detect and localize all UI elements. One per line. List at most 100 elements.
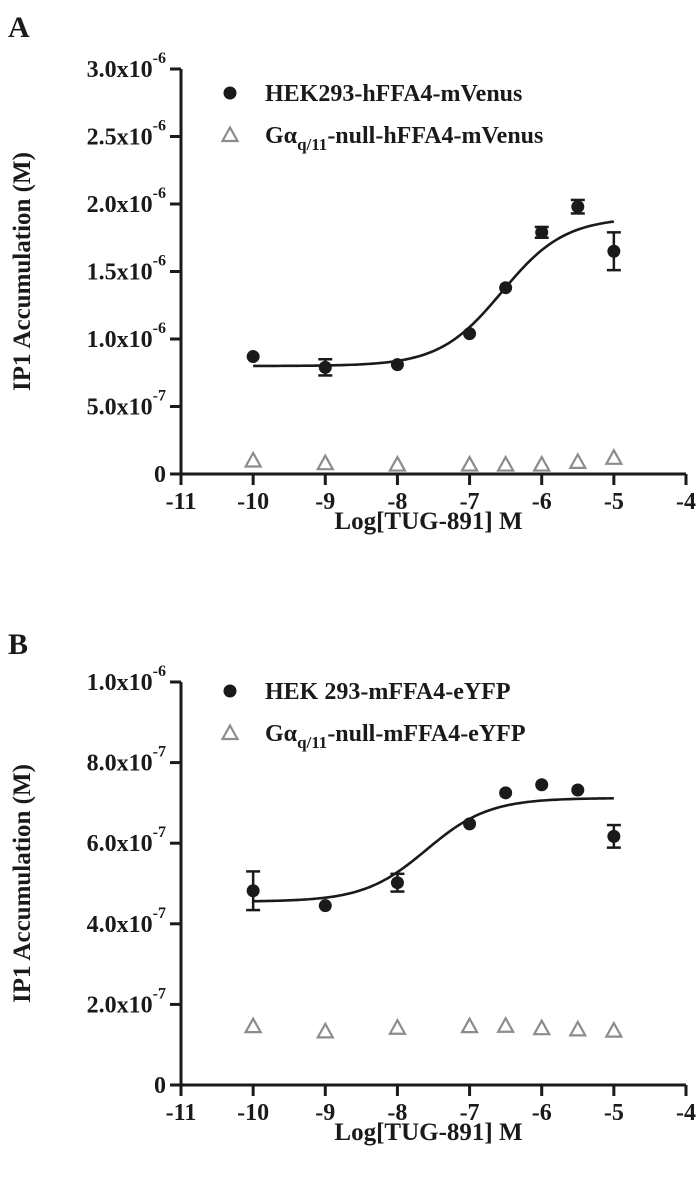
data-point — [246, 884, 260, 898]
y-tick-exponent: -6 — [153, 118, 166, 135]
x-tick-label: -10 — [237, 489, 269, 515]
y-tick-mantissa: 3.0x10 — [87, 57, 153, 83]
data-point — [604, 1020, 624, 1038]
panel-label: A — [8, 11, 30, 44]
chart-panel-b: B-11 -10 -9 -8 -7 -6 -5 -402.0x10-74.0x10-76.0x… — [8, 628, 696, 1146]
y-tick-label: 1.5x10-6 — [87, 253, 166, 286]
data-point — [496, 1015, 516, 1033]
series-1 — [243, 1015, 624, 1039]
legend-text-sub: q/11 — [297, 135, 327, 154]
y-tick-mantissa: 0 — [154, 462, 166, 488]
y-tick-exponent: -7 — [153, 824, 166, 841]
data-point — [499, 786, 513, 800]
data-point — [318, 360, 332, 374]
data-point — [532, 454, 552, 472]
data-point — [463, 817, 477, 831]
y-tick-label: 2.0x10-6 — [87, 185, 166, 218]
x-tick-label: -10 — [237, 1100, 269, 1126]
y-tick-mantissa: 2.0x10 — [87, 192, 153, 218]
series-0 — [246, 778, 621, 913]
x-tick-label: -7 — [460, 489, 480, 515]
x-tick-label: -11 — [166, 489, 197, 515]
chart-panel-a: A-11 -10 -9 -8 -7 -6 -5 -405.0x10-71.0x10-61.5x… — [8, 11, 696, 535]
data-point — [607, 829, 621, 843]
y-tick-mantissa: 4.0x10 — [87, 912, 153, 938]
legend-marker — [220, 723, 240, 741]
legend-entry-0: HEK 293-mFFA4-eYFP — [223, 679, 511, 705]
data-point — [571, 783, 585, 797]
data-point — [246, 350, 260, 364]
y-tick-label: 1.0x10-6 — [87, 663, 166, 696]
legend-entry-0: HEK293-hFFA4-mVenus — [223, 81, 522, 107]
y-tick-label: 4.0x10-7 — [87, 905, 166, 938]
y-tick-mantissa: 8.0x10 — [87, 751, 153, 777]
x-axis-title: Log[TUG-891] M — [334, 508, 522, 535]
data-point — [463, 327, 477, 341]
legend-marker — [223, 684, 237, 698]
fit-curve — [253, 220, 615, 368]
y-tick-exponent: -7 — [153, 388, 166, 405]
data-point — [496, 454, 516, 472]
x-tick-label: -9 — [315, 489, 335, 515]
y-tick-mantissa: 2.5x10 — [87, 125, 153, 151]
data-point — [388, 1018, 407, 1035]
x-tick-label: -6 — [532, 489, 552, 515]
y-tick-exponent: -7 — [153, 744, 166, 761]
legend-label: HEK293-hFFA4-mVenus — [265, 81, 522, 107]
y-tick-label: 0 — [154, 1073, 166, 1099]
legend-label: Gαq/11-null-hFFA4-mVenus — [265, 123, 543, 154]
data-point — [604, 448, 624, 465]
y-axis-title: IP1 Accumulation (M) — [9, 764, 36, 1003]
x-axis-title: Log[TUG-891] M — [334, 1119, 522, 1146]
y-tick-mantissa: 6.0x10 — [87, 831, 153, 857]
data-point — [607, 244, 621, 258]
x-tick-label: -5 — [604, 1100, 624, 1126]
y-tick-exponent: -6 — [153, 50, 166, 67]
y-tick-exponent: -6 — [153, 663, 166, 680]
legend-text-pre: Gα — [265, 721, 298, 747]
y-tick-label: 1.0x10-6 — [87, 320, 166, 353]
legend-text-post: -null-mFFA4-eYFP — [327, 721, 525, 747]
y-tick-mantissa: 1.0x10 — [87, 327, 153, 353]
y-tick-exponent: -7 — [153, 905, 166, 922]
data-point — [568, 452, 588, 469]
x-tick-label: -5 — [604, 489, 624, 515]
legend-entry-1: Gαq/11-null-hFFA4-mVenus — [220, 123, 543, 154]
y-tick-exponent: -6 — [153, 320, 166, 337]
y-tick-mantissa: 1.0x10 — [87, 670, 153, 696]
data-point — [390, 876, 404, 890]
x-tick-label: -8 — [387, 1100, 407, 1126]
y-tick-label: 2.0x10-7 — [87, 985, 166, 1018]
x-tick-label: -9 — [315, 1100, 335, 1126]
y-tick-exponent: -6 — [153, 185, 166, 202]
x-tick-label: -8 — [387, 489, 407, 515]
legend-text-sub: q/11 — [297, 733, 327, 752]
y-tick-label: 5.0x10-7 — [87, 388, 166, 421]
legend-text-main: HEK 293-mFFA4-eYFP — [265, 679, 511, 705]
y-tick-label: 6.0x10-7 — [87, 824, 166, 857]
x-tick-label: -4 — [676, 489, 696, 515]
y-tick-mantissa: 2.0x10 — [87, 992, 153, 1018]
data-point — [535, 778, 549, 792]
x-tick-label: -11 — [166, 1100, 197, 1126]
series-0 — [246, 198, 621, 377]
data-point — [388, 454, 407, 472]
data-point — [243, 1016, 263, 1034]
data-point — [460, 454, 479, 472]
legend-marker — [223, 86, 237, 100]
y-tick-label: 0 — [154, 462, 166, 488]
legend-text-post: -null-hFFA4-mVenus — [327, 123, 543, 149]
y-axis-title: IP1 Accumulation (M) — [9, 152, 36, 391]
data-point — [532, 1018, 552, 1036]
y-tick-exponent: -6 — [153, 253, 166, 270]
x-tick-label: -4 — [676, 1100, 696, 1126]
y-tick-label: 8.0x10-7 — [87, 744, 166, 777]
data-point — [499, 281, 513, 295]
data-point — [243, 450, 263, 468]
legend-text-main: HEK293-hFFA4-mVenus — [265, 81, 522, 107]
data-point — [460, 1016, 479, 1034]
data-point — [390, 358, 404, 372]
legend-text-pre: Gα — [265, 123, 298, 149]
series-1 — [243, 448, 624, 472]
